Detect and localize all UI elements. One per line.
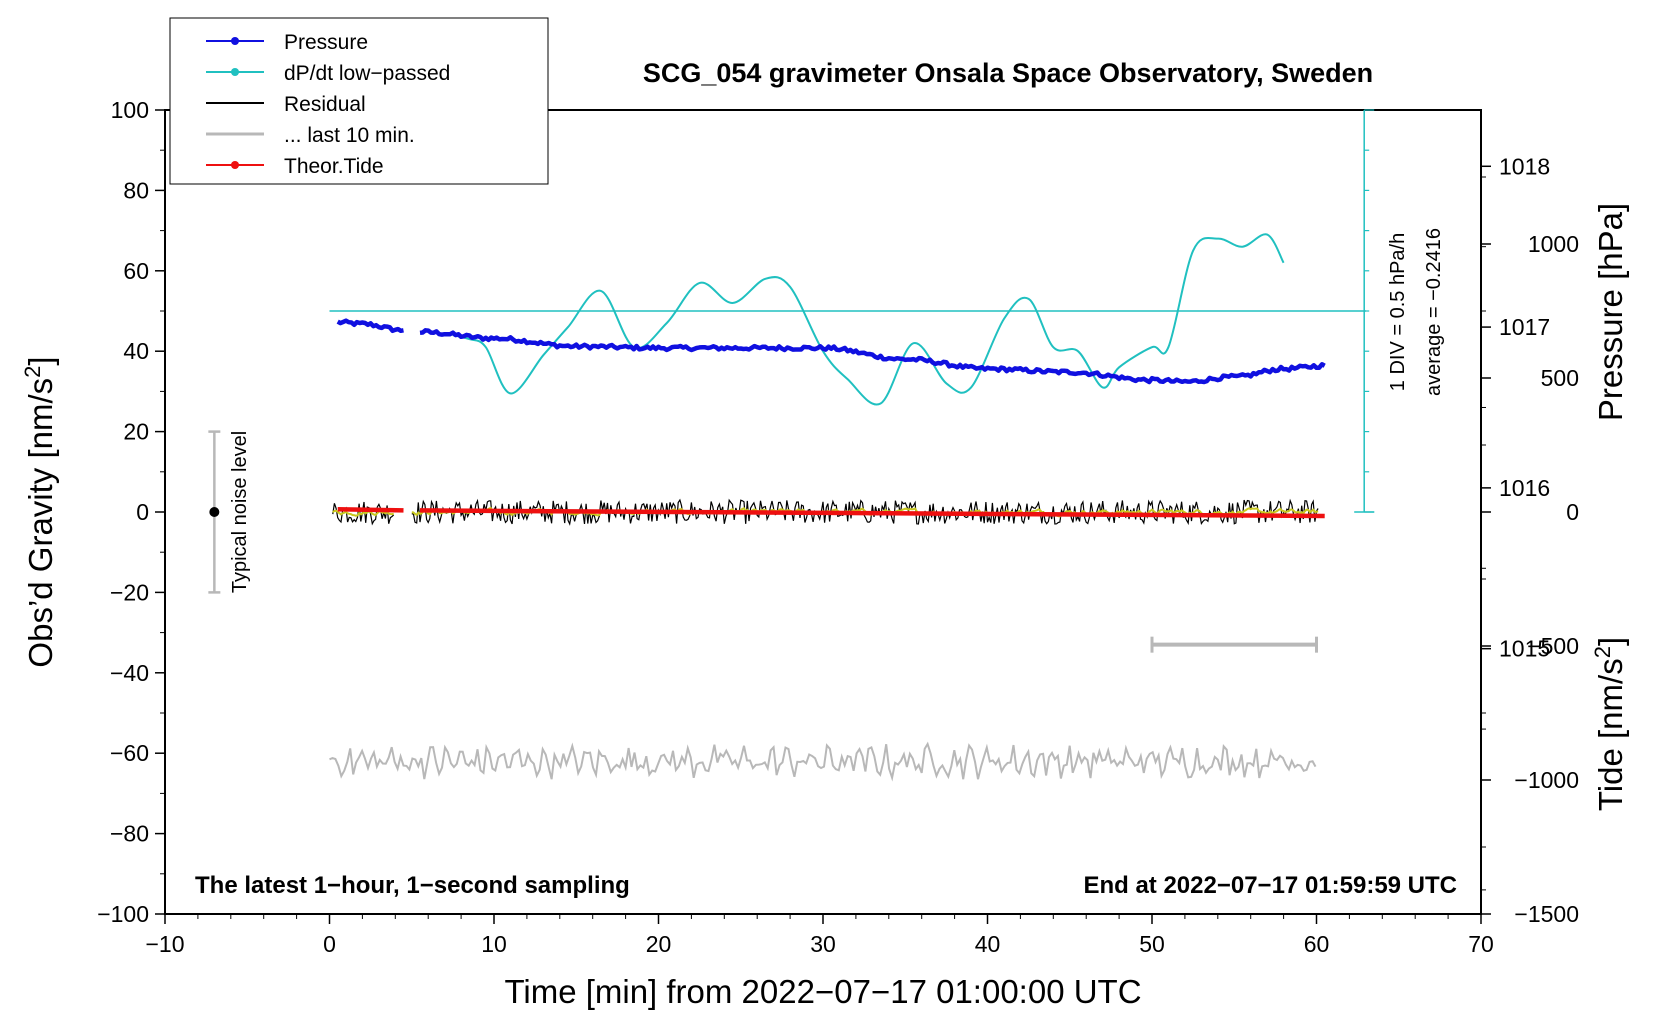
tide-tick-label: −1500 — [1514, 901, 1579, 927]
pressure-tick-label: 1018 — [1499, 153, 1550, 179]
y-axis-label-left-end: ] — [22, 356, 59, 365]
pressure-tick-label: 1017 — [1499, 314, 1550, 340]
y-axis-label-left-sup: 2 — [20, 366, 45, 378]
y-tick-label: 20 — [123, 419, 149, 445]
tide-tick-label: −500 — [1527, 633, 1579, 659]
series-pressure-line — [419, 328, 1326, 385]
series-tide-line — [337, 507, 404, 513]
pressure-tick-label: 1015 — [1499, 636, 1550, 662]
legend-label: Residual — [284, 93, 366, 116]
y-tick-label: 40 — [123, 338, 149, 364]
y-axis-label-tide: Tide [nm/s2] — [1590, 637, 1629, 811]
noise-level-point — [209, 507, 220, 517]
x-tick-label: 70 — [1468, 931, 1494, 957]
x-tick-label: 0 — [323, 931, 336, 957]
x-tick-label: −10 — [145, 931, 184, 957]
series-dpdt-line — [452, 233, 1285, 406]
y-axis-label-pressure: Pressure [hPa] — [1592, 203, 1629, 421]
x-tick-label: 20 — [646, 931, 672, 957]
y-axis-label-tide-end: ] — [1592, 637, 1629, 646]
noise-level-label: Typical noise level — [229, 431, 251, 593]
x-tick-label: 60 — [1304, 931, 1330, 957]
dpdt-div-label: 1 DIV = 0.5 hPa/h — [1387, 233, 1409, 391]
y-tick-label: −60 — [110, 740, 149, 766]
y-axis-label-left-main: Obs’d Gravity [nm/s — [22, 378, 59, 668]
legend-swatch-marker — [231, 68, 239, 76]
chart-title: SCG_054 gravimeter Onsala Space Observat… — [643, 58, 1373, 88]
y-tick-label: −80 — [110, 821, 149, 847]
tide-tick-label: −1000 — [1514, 767, 1579, 793]
y-axis-label-tide-sup: 2 — [1590, 646, 1615, 658]
legend: Pressure dP/dt low−passed Residual ... last… — [169, 17, 549, 185]
decor-layer — [208, 430, 221, 594]
legend-label: Pressure — [284, 31, 368, 54]
tide-tick-label: 500 — [1541, 365, 1579, 391]
series-residual-smoothed — [332, 509, 394, 517]
x-axis-label: Time [min] from 2022−07−17 01:00:00 UTC — [504, 973, 1141, 1010]
legend-label: Theor.Tide — [284, 155, 384, 178]
series-pressure-line — [336, 318, 404, 334]
x-tick-label: 30 — [810, 931, 836, 957]
y-axis-label-left: Obs’d Gravity [nm/s2] — [20, 356, 59, 667]
series-tide-line — [419, 508, 1325, 519]
y-tick-label: 0 — [136, 499, 149, 525]
series-last10-line — [329, 741, 1317, 782]
dpdt-average-label: average = −0.2416 — [1423, 228, 1445, 396]
y-tick-label: −40 — [110, 660, 149, 686]
x-tick-label: 40 — [975, 931, 1001, 957]
annotation-latest-hour: The latest 1−hour, 1−second sampling — [195, 872, 630, 899]
legend-label: dP/dt low−passed — [284, 62, 450, 85]
y-axis-label-tide-main: Tide [nm/s — [1592, 658, 1629, 811]
legend-box — [169, 17, 549, 185]
annotation-end-time: End at 2022−07−17 01:59:59 UTC — [1083, 872, 1457, 899]
tide-tick-label: 1000 — [1528, 231, 1579, 257]
legend-label: ... last 10 min. — [284, 124, 415, 147]
axis-ticks: −10 0 10 20 30 40 50 60 70100806040200−20−40−60−… — [97, 97, 1579, 957]
legend-swatch-marker — [231, 37, 239, 45]
y-tick-label: 80 — [123, 177, 149, 203]
legend-swatch-marker — [231, 161, 239, 169]
tide-tick-label: 0 — [1566, 499, 1579, 525]
y-tick-label: −20 — [110, 579, 149, 605]
y-tick-label: −100 — [97, 901, 149, 927]
pressure-tick-label: 1016 — [1499, 475, 1550, 501]
y-tick-label: 100 — [111, 97, 149, 123]
x-tick-label: 10 — [481, 931, 507, 957]
series-layer — [329, 109, 1375, 782]
x-tick-label: 50 — [1139, 931, 1165, 957]
y-tick-label: 60 — [123, 258, 149, 284]
